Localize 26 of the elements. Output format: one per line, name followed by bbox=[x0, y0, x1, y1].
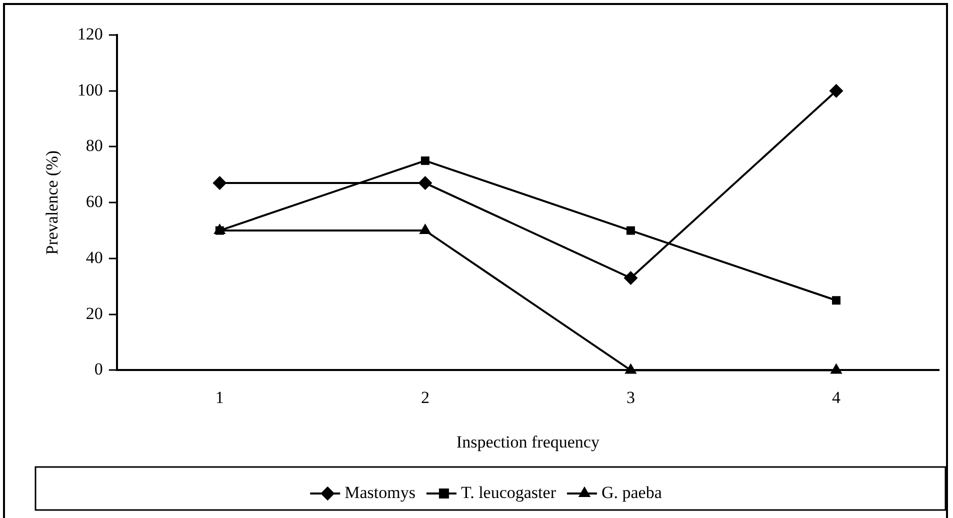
y-tick-label: 100 bbox=[77, 80, 103, 100]
point bbox=[624, 271, 638, 286]
legend-label: Mastomys bbox=[344, 482, 416, 502]
point bbox=[626, 226, 635, 235]
point bbox=[830, 363, 842, 374]
point bbox=[624, 363, 637, 374]
x-tick-label: 4 bbox=[832, 388, 841, 407]
legend-label: T. leucogaster bbox=[460, 482, 556, 502]
y-tick-label: 120 bbox=[77, 24, 103, 44]
x-axis-title: Inspection frequency bbox=[456, 432, 600, 452]
y-tick-label: 20 bbox=[86, 304, 103, 323]
x-tick-label: 1 bbox=[215, 388, 224, 407]
y-tick-label: 40 bbox=[86, 248, 103, 267]
point bbox=[419, 224, 432, 234]
x-tick-label: 2 bbox=[420, 388, 430, 407]
y-tick-label: 0 bbox=[94, 360, 103, 379]
point bbox=[832, 296, 840, 305]
y-tick-label: 80 bbox=[86, 136, 103, 156]
point bbox=[420, 156, 430, 165]
legend-label: G. paeba bbox=[601, 482, 662, 502]
y-tick-label: 60 bbox=[86, 192, 103, 212]
point bbox=[212, 176, 227, 190]
x-tick-label: 3 bbox=[626, 388, 635, 407]
y-axis-title: Prevalence (%) bbox=[42, 150, 62, 255]
point bbox=[418, 176, 432, 190]
point bbox=[829, 84, 844, 98]
